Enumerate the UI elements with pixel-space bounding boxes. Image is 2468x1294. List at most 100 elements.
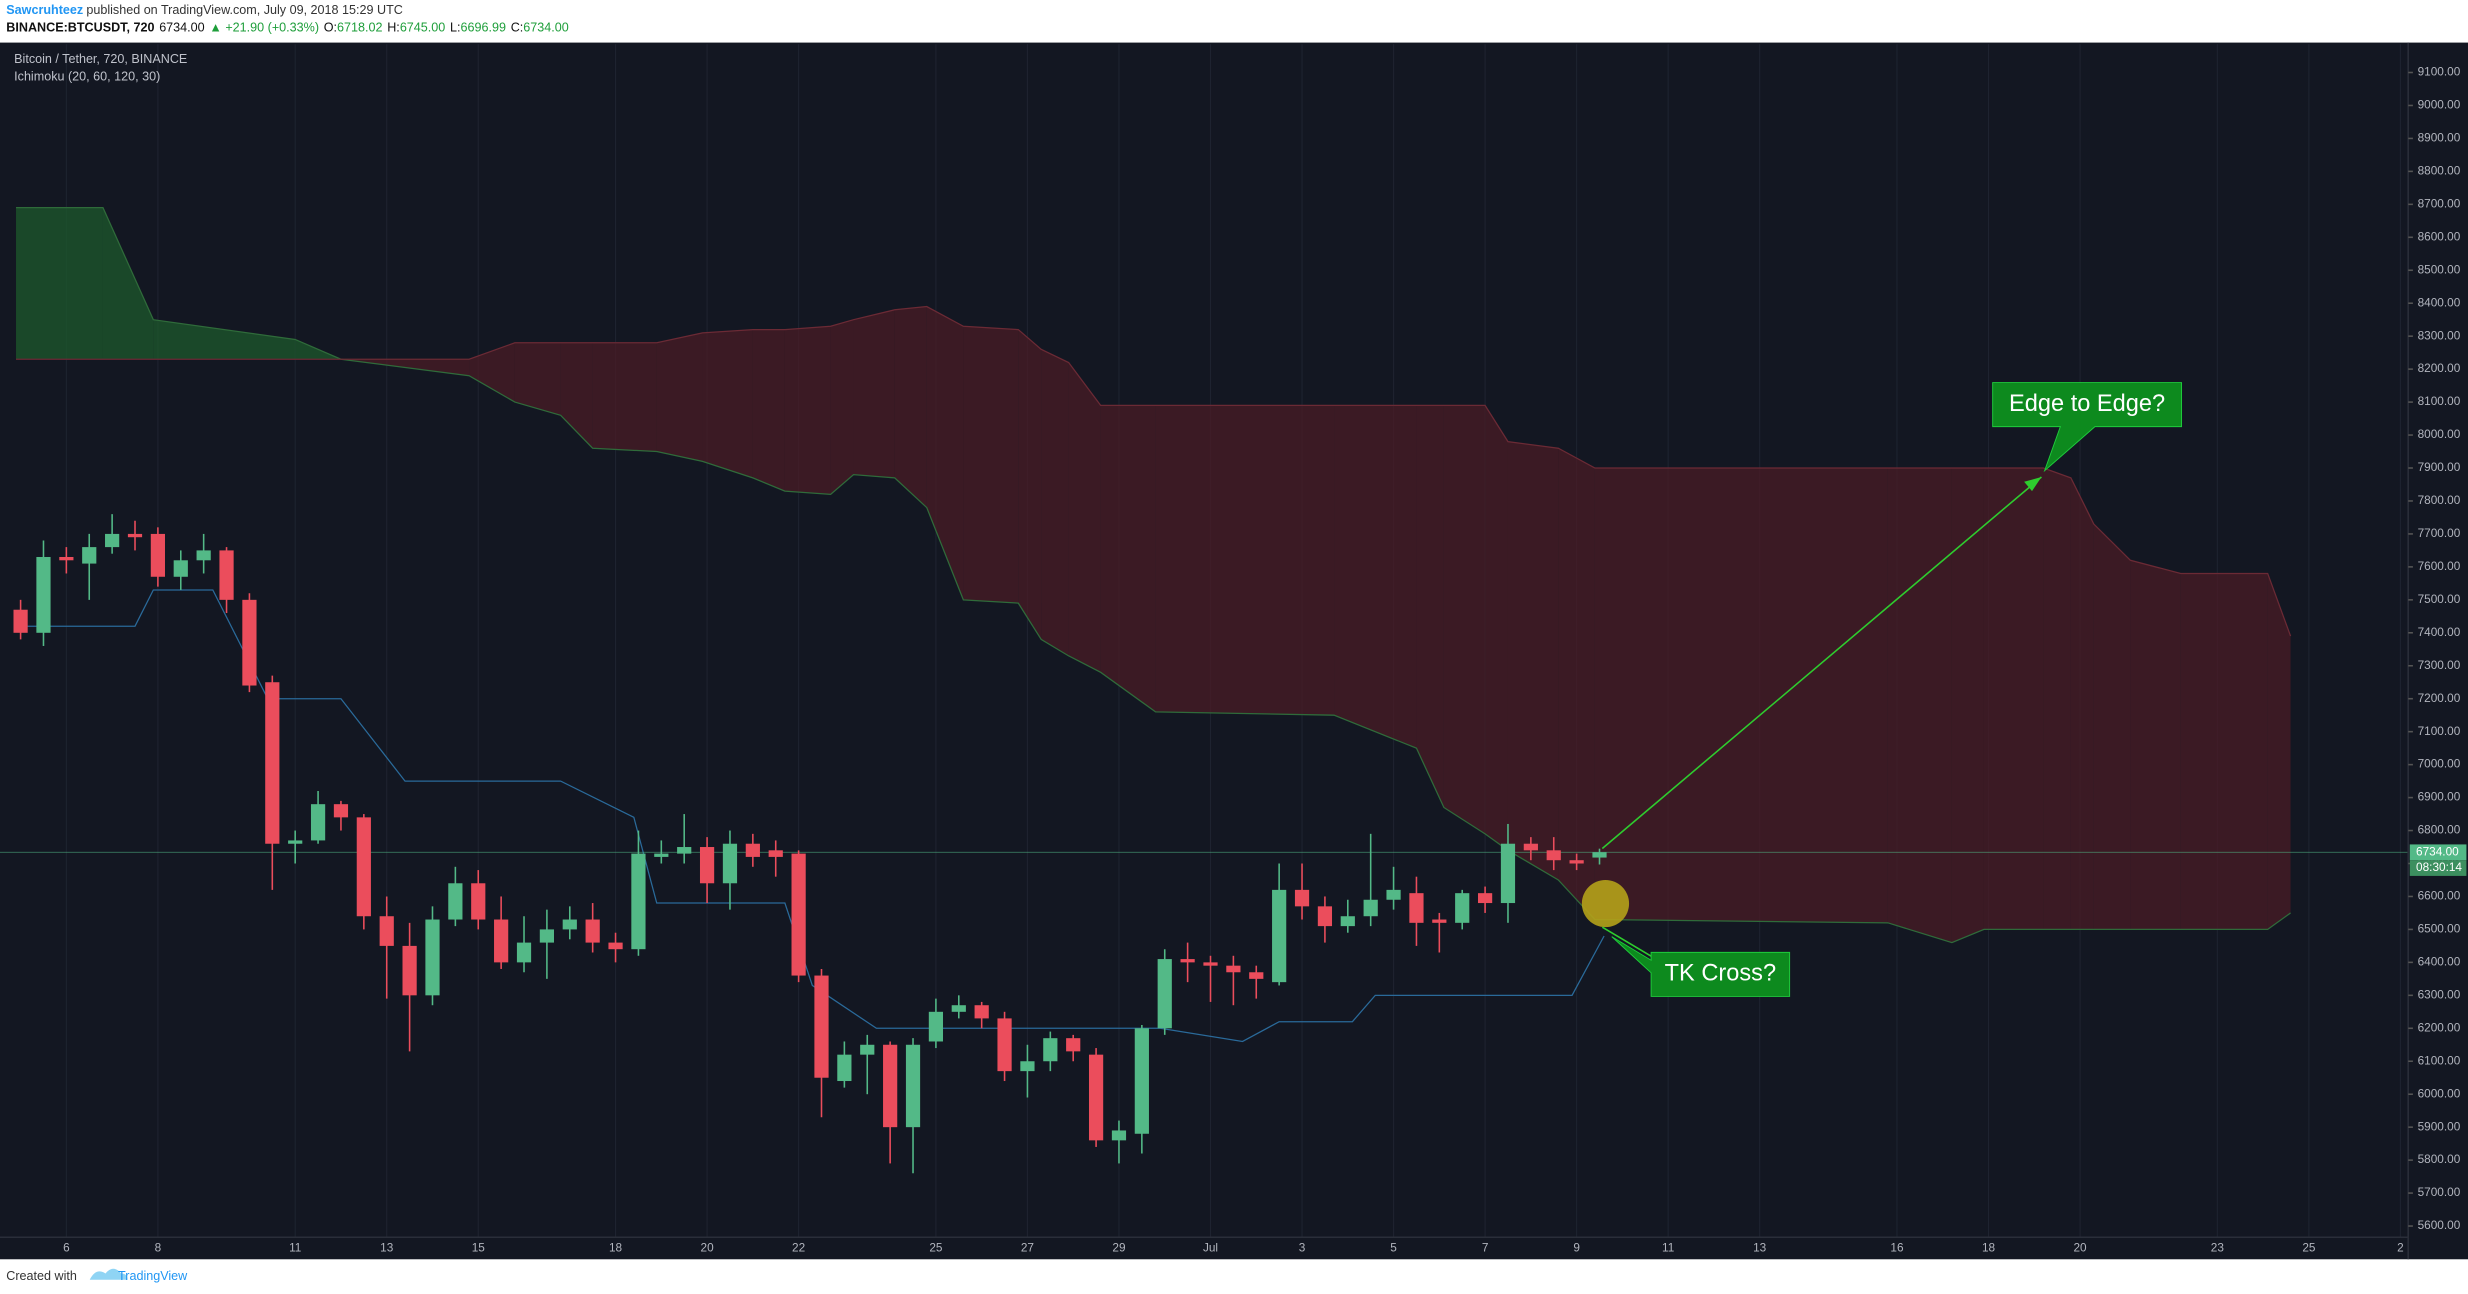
- ohlc-key: O:: [324, 21, 337, 35]
- candle-body: [1455, 893, 1470, 923]
- last-price-tag: [2409, 844, 2467, 861]
- cloud-segment: [894, 306, 927, 508]
- y-tick-label: 5800.00: [2418, 1152, 2461, 1166]
- x-tick-label: 2: [2397, 1240, 2404, 1254]
- candle-body: [105, 533, 120, 548]
- change: ▲ +21.90 (+0.33%): [209, 21, 319, 35]
- y-tick-label: 7800.00: [2418, 493, 2461, 507]
- candle-body: [242, 599, 257, 686]
- cloud-segment: [2043, 468, 2071, 930]
- candle-body: [1157, 959, 1172, 1029]
- cloud-segment: [1018, 329, 1042, 640]
- cloud-segment: [2267, 573, 2291, 930]
- candle-body: [1500, 843, 1516, 904]
- ohlc-value: 6718.02: [337, 21, 382, 35]
- y-tick-label: 7300.00: [2418, 658, 2461, 672]
- callout-text: TK Cross?: [1665, 961, 1776, 987]
- x-tick-label: 7: [1482, 1240, 1489, 1254]
- cloud-segment: [514, 342, 561, 416]
- countdown-label: 08:30:14: [2416, 860, 2462, 874]
- candle-body: [791, 853, 806, 976]
- x-tick-label: 8: [155, 1240, 162, 1254]
- candle-body: [59, 556, 74, 561]
- candle-body: [997, 1018, 1012, 1072]
- candle-body: [219, 550, 234, 600]
- y-tick-label: 6600.00: [2418, 889, 2461, 903]
- y-tick-label: 8100.00: [2418, 394, 2461, 408]
- x-tick-label: 20: [701, 1240, 715, 1254]
- candle-body: [1043, 1038, 1058, 1062]
- cloud-segment: [102, 207, 154, 360]
- x-tick-label: 16: [1890, 1240, 1904, 1254]
- ohlc-value: 6745.00: [400, 21, 445, 35]
- x-tick-label: 13: [380, 1240, 394, 1254]
- y-tick-label: 8000.00: [2418, 427, 2461, 441]
- candle-body: [951, 1005, 966, 1012]
- candle-body: [768, 850, 783, 857]
- candle-body: [677, 847, 692, 854]
- cloud-segment: [560, 342, 593, 449]
- cloud-segment: [16, 207, 103, 360]
- candle-body: [1523, 843, 1538, 851]
- candle-body: [36, 556, 51, 633]
- y-tick-label: 6900.00: [2418, 790, 2461, 804]
- y-tick-label: 7900.00: [2418, 460, 2461, 474]
- candle-body: [837, 1054, 852, 1082]
- y-tick-label: 8900.00: [2418, 131, 2461, 145]
- price: 6734.00: [159, 21, 204, 35]
- author[interactable]: Sawcruhteez: [6, 3, 83, 17]
- candle-body: [516, 942, 532, 963]
- ohlc: O:6718.02 H:6745.00 L:6696.99 C:6734.00: [324, 21, 569, 35]
- candle-body: [1432, 919, 1447, 923]
- candle-body: [196, 550, 211, 561]
- axes: 5600.00 5700.00 5800.00 5900.00 6000.00 6100.…: [63, 65, 2467, 1254]
- footer-brand[interactable]: TradingView: [118, 1269, 188, 1283]
- x-tick-label: 9: [1573, 1240, 1580, 1254]
- candle-body: [1386, 889, 1401, 900]
- cloud-segment: [2093, 524, 2131, 930]
- candle-body: [333, 804, 349, 818]
- cloud-segment: [153, 319, 296, 360]
- x-tick-label: 27: [1021, 1240, 1034, 1254]
- y-tick-label: 6400.00: [2418, 954, 2461, 968]
- cloud-segment: [1100, 405, 1156, 712]
- cloud-segment: [1983, 468, 2044, 930]
- header-line2: BINANCE:BTCUSDT, 720 6734.00 ▲ +21.90 (+0.…: [6, 21, 568, 35]
- highlight-circle: [1581, 879, 1630, 928]
- cloud-segment: [1558, 448, 1595, 920]
- x-tick-label: 5: [1390, 1240, 1397, 1254]
- y-tick-label: 8500.00: [2418, 262, 2461, 276]
- candle-body: [494, 919, 509, 963]
- cloud-segment: [2180, 573, 2268, 930]
- x-tick-label: 13: [1753, 1240, 1767, 1254]
- candles: [13, 514, 1607, 1174]
- logo: [89, 1268, 128, 1280]
- y-tick-label: 5900.00: [2418, 1119, 2461, 1133]
- candle-body: [425, 919, 440, 996]
- candle-body: [13, 609, 28, 633]
- candle-body: [1180, 959, 1195, 963]
- cloud-segment: [1887, 468, 1952, 943]
- candle-body: [1134, 1028, 1149, 1134]
- candle-body: [539, 929, 555, 943]
- legend-indicator: Ichimoku (20, 60, 120, 30): [14, 70, 160, 84]
- cloud-segment: [1443, 405, 1486, 834]
- kijun-line: [16, 589, 1605, 1043]
- cloud-segment: [784, 326, 831, 495]
- span-b-line: [16, 305, 2292, 637]
- cloud-segment: [2070, 477, 2094, 930]
- y-tick-label: 8200.00: [2418, 361, 2461, 375]
- cloud-segment: [1155, 405, 1335, 716]
- y-tick-label: 7200.00: [2418, 691, 2461, 705]
- cloud-segment: [1594, 468, 1888, 923]
- arrow-line: [1601, 476, 2042, 850]
- x-tick-label: 18: [1982, 1240, 1996, 1254]
- ohlc-key: H:: [387, 21, 400, 35]
- candle-body: [1409, 893, 1424, 923]
- candle-body: [471, 883, 486, 920]
- candle-body: [699, 847, 715, 884]
- cloud-segment: [1507, 441, 1559, 880]
- y-tick-label: 5700.00: [2418, 1185, 2461, 1199]
- cloud-segment: [963, 326, 1019, 604]
- candle-body: [1294, 889, 1310, 907]
